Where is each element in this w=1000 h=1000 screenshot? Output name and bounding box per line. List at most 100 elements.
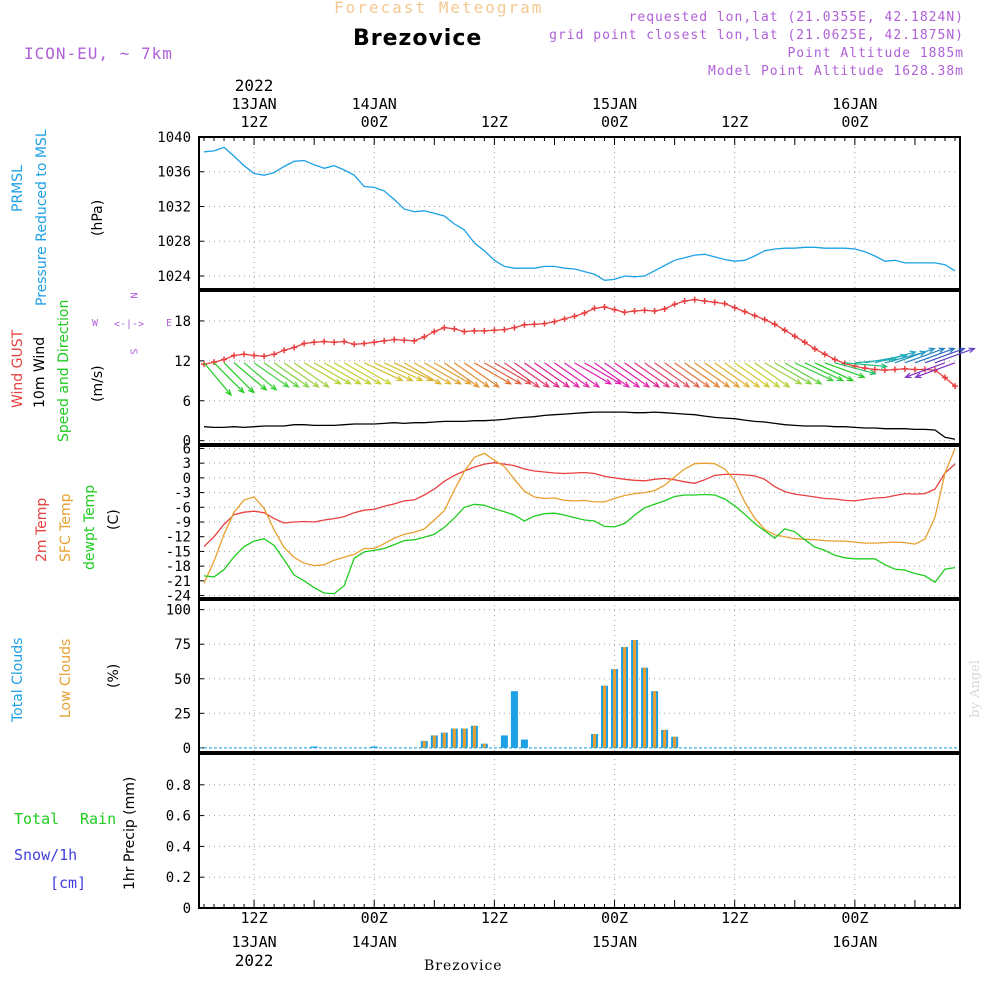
wind-arrow <box>594 362 630 388</box>
wind-arrow <box>794 362 834 382</box>
compass-w: W <box>92 318 99 329</box>
wind-arrowhead <box>703 381 711 388</box>
gust-marker <box>821 351 828 358</box>
wind-arrow <box>233 362 267 391</box>
wind-arrowhead <box>572 381 581 388</box>
wind-arrowhead <box>374 378 382 385</box>
wind-arrow <box>333 362 371 385</box>
gust-marker <box>591 305 598 312</box>
gust-marker <box>941 374 948 381</box>
wind-arrowhead <box>492 381 501 388</box>
gust-marker <box>671 301 678 308</box>
wind-arrow <box>654 362 690 388</box>
wind-arrowhead <box>846 375 855 382</box>
y-tick-label: 1036 <box>157 165 191 181</box>
gust-marker <box>711 299 718 306</box>
gust-marker <box>611 306 618 313</box>
panel-frame <box>198 599 961 753</box>
gust-marker <box>391 336 398 343</box>
station-name: Brezovice <box>353 26 483 51</box>
top-date-label: 13JAN <box>231 95 276 113</box>
gust-marker <box>481 327 488 334</box>
gust-marker <box>781 327 788 334</box>
wind-arrow <box>373 362 413 382</box>
wind-arrow <box>434 362 471 385</box>
cloud-bar <box>370 746 378 748</box>
gust-marker <box>221 356 228 363</box>
point-altitude: Point Altitude 1885m <box>787 46 964 61</box>
wind-arrowhead <box>642 381 651 388</box>
y-tick-label: 25 <box>174 706 191 722</box>
y-tick-label: 0.4 <box>166 839 191 855</box>
gust-marker <box>201 361 208 368</box>
gust-marker <box>381 337 388 344</box>
y-tick-label: -6 <box>174 500 191 516</box>
gust-marker <box>281 347 288 354</box>
gust-marker <box>351 341 358 348</box>
gust-marker <box>861 365 868 372</box>
gust-marker <box>241 351 248 358</box>
wind-arrowhead <box>773 381 781 388</box>
wind-arrowhead <box>514 378 523 385</box>
wind-arrow <box>564 362 600 388</box>
wind-arrow <box>423 362 461 385</box>
precip-total-label: Total <box>14 810 60 828</box>
precip-snow-label: Snow/1h <box>14 846 78 864</box>
y-tick-label: 1040 <box>157 130 191 146</box>
wind-arrow <box>544 362 580 388</box>
y-tick-label: 6 <box>183 441 191 457</box>
gust-marker <box>261 353 268 360</box>
gust-marker <box>421 333 428 340</box>
cloud-bar <box>452 728 456 748</box>
wind-arrowhead <box>880 363 889 369</box>
wind-arrow <box>514 362 550 388</box>
gust-marker <box>751 312 758 319</box>
wind-arrow <box>443 362 480 388</box>
wind-arrowhead <box>805 378 813 385</box>
wind-arrow <box>223 362 255 393</box>
wind-arrowhead <box>713 381 721 388</box>
y-tick-label: 100 <box>166 603 191 619</box>
cloud-bar <box>603 685 607 748</box>
wind-arrowhead <box>632 381 641 388</box>
gust-marker <box>411 337 418 344</box>
wind-arrowhead <box>312 381 320 388</box>
wind-arrowhead <box>914 372 922 379</box>
gust-marker <box>431 328 438 335</box>
wind-arrowhead <box>532 381 541 388</box>
y-tick-label: 50 <box>174 672 191 688</box>
series-line-2-1 <box>203 448 956 584</box>
bottom-time-label: 00Z <box>601 909 628 927</box>
wind-arrowhead <box>396 375 404 382</box>
top-date-label: 15JAN <box>592 95 637 113</box>
gust-marker <box>401 337 408 344</box>
gust-marker <box>311 339 318 346</box>
wind-arrow <box>934 347 975 364</box>
wind-arrow <box>413 362 451 385</box>
cloud-bar <box>643 667 647 748</box>
cloud-bar <box>442 732 446 748</box>
wind-arrowhead <box>384 378 392 385</box>
gust-marker <box>791 333 798 340</box>
chart-title: Forecast Meteogram <box>334 0 544 17</box>
bottom-year-label: 2022 <box>235 951 274 970</box>
top-time-label: 00Z <box>841 113 868 131</box>
wind-arrowhead <box>815 378 823 385</box>
wind-arrowhead <box>344 378 352 385</box>
gust-marker <box>661 305 668 312</box>
gust-marker <box>631 307 638 314</box>
wind-arrowhead <box>904 372 912 379</box>
top-date-label: 16JAN <box>832 95 877 113</box>
gust-marker <box>491 327 498 334</box>
wind-arrow <box>664 362 700 388</box>
cloud-bar <box>653 691 657 748</box>
y-tick-label: 12 <box>174 354 191 370</box>
wind-arrow <box>383 362 423 382</box>
wind-arrow <box>403 362 441 385</box>
y-tick-label: 0.6 <box>166 809 191 825</box>
gust-marker <box>321 338 328 345</box>
wind-arrowhead <box>858 372 866 379</box>
wind-arrow <box>293 362 329 388</box>
cloud-bar <box>663 729 667 748</box>
